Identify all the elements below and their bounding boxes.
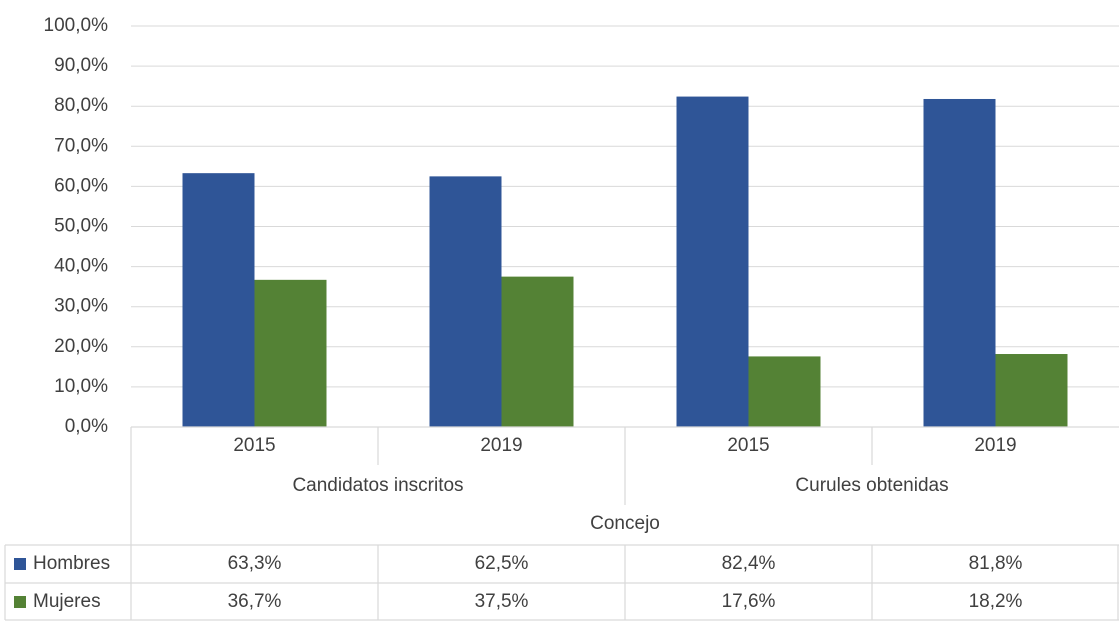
x-tick-label: 2015 xyxy=(233,435,275,456)
y-tick-label: 0,0% xyxy=(65,416,108,437)
bar xyxy=(429,176,502,427)
table-value: 17,6% xyxy=(722,591,776,612)
legend-label: Mujeres xyxy=(33,591,101,612)
y-tick-label: 30,0% xyxy=(54,296,108,317)
table-value: 37,5% xyxy=(475,591,529,612)
legend-key xyxy=(14,596,26,608)
bar xyxy=(182,173,255,427)
bar xyxy=(923,98,996,428)
table-value: 63,3% xyxy=(228,553,282,574)
y-tick-label: 90,0% xyxy=(54,55,108,76)
y-tick-label: 10,0% xyxy=(54,376,108,397)
y-tick-label: 80,0% xyxy=(54,95,108,116)
table-value: 82,4% xyxy=(722,553,776,574)
legend-key xyxy=(14,558,26,570)
y-tick-label: 60,0% xyxy=(54,175,108,196)
x-tick-label: 2019 xyxy=(480,435,522,456)
y-tick-label: 100,0% xyxy=(44,15,109,36)
y-tick-label: 20,0% xyxy=(54,336,108,357)
y-tick-label: 70,0% xyxy=(54,135,108,156)
group-label: Curules obtenidas xyxy=(795,475,948,496)
y-tick-label: 40,0% xyxy=(54,256,108,277)
table-value: 81,8% xyxy=(969,553,1023,574)
legend-label: Hombres xyxy=(33,553,110,574)
bar xyxy=(676,96,749,428)
table-value: 62,5% xyxy=(475,553,529,574)
axis-title: Concejo xyxy=(590,513,660,534)
bar xyxy=(995,354,1068,427)
x-tick-label: 2015 xyxy=(727,435,769,456)
y-tick-label: 50,0% xyxy=(54,216,108,237)
bar xyxy=(501,276,574,427)
bar xyxy=(748,356,821,427)
table-value: 36,7% xyxy=(228,591,282,612)
bar xyxy=(254,279,327,427)
table-value: 18,2% xyxy=(969,591,1023,612)
group-label: Candidatos inscritos xyxy=(292,475,463,496)
x-tick-label: 2019 xyxy=(974,435,1016,456)
